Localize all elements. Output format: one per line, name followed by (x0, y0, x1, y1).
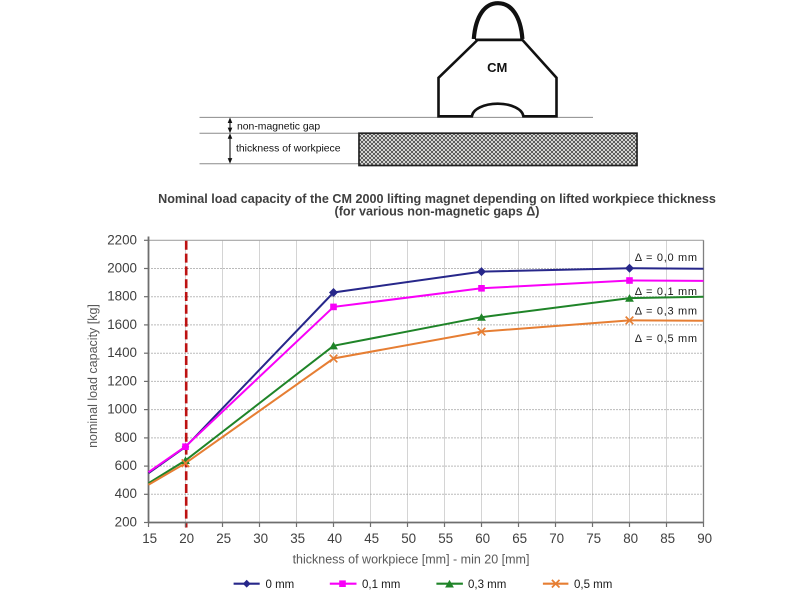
svg-text:CM: CM (487, 60, 507, 75)
svg-text:non-magnetic gap: non-magnetic gap (237, 122, 320, 133)
svg-text:thickness of workpiece [mm] -: thickness of workpiece [mm] - min 20 [mm… (293, 553, 530, 567)
svg-text:80: 80 (623, 531, 638, 546)
svg-text:35: 35 (290, 531, 305, 546)
svg-text:0,3 mm: 0,3 mm (468, 579, 506, 591)
svg-text:1600: 1600 (107, 317, 137, 332)
svg-text:1000: 1000 (107, 402, 137, 417)
svg-text:65: 65 (512, 531, 527, 546)
svg-text:15: 15 (142, 531, 157, 546)
svg-text:Δ = 0,0 mm: Δ = 0,0 mm (635, 252, 698, 264)
svg-text:1200: 1200 (107, 373, 137, 388)
svg-text:0,5 mm: 0,5 mm (574, 579, 612, 591)
svg-text:25: 25 (216, 531, 231, 546)
svg-text:Δ = 0,1 mm: Δ = 0,1 mm (635, 286, 698, 298)
svg-text:45: 45 (364, 531, 379, 546)
svg-text:50: 50 (401, 531, 416, 546)
svg-text:75: 75 (586, 531, 601, 546)
svg-text:1400: 1400 (107, 345, 137, 360)
svg-text:Δ = 0,5 mm: Δ = 0,5 mm (635, 333, 698, 345)
svg-text:30: 30 (253, 531, 268, 546)
svg-text:55: 55 (438, 531, 453, 546)
svg-text:200: 200 (115, 515, 137, 530)
svg-text:400: 400 (115, 486, 137, 501)
svg-text:85: 85 (660, 531, 675, 546)
svg-text:800: 800 (115, 430, 137, 445)
svg-text:0,1 mm: 0,1 mm (362, 579, 400, 591)
svg-text:nominal load capacity [kg]: nominal load capacity [kg] (86, 304, 100, 448)
svg-text:70: 70 (549, 531, 564, 546)
svg-text:20: 20 (179, 531, 194, 546)
svg-text:2000: 2000 (107, 261, 137, 276)
svg-text:thickness of workpiece: thickness of workpiece (236, 143, 341, 154)
svg-text:(for various non-magnetic gaps: (for various non-magnetic gaps Δ) (335, 205, 540, 219)
svg-text:Nominal load capacity of the C: Nominal load capacity of the CM 2000 lif… (158, 192, 716, 206)
svg-text:Δ = 0,3 mm: Δ = 0,3 mm (635, 306, 698, 318)
svg-text:600: 600 (115, 458, 137, 473)
svg-text:2200: 2200 (107, 232, 137, 247)
svg-text:60: 60 (475, 531, 490, 546)
svg-text:0 mm: 0 mm (266, 579, 295, 591)
svg-text:90: 90 (697, 531, 712, 546)
svg-text:1800: 1800 (107, 289, 137, 304)
svg-text:40: 40 (327, 531, 342, 546)
